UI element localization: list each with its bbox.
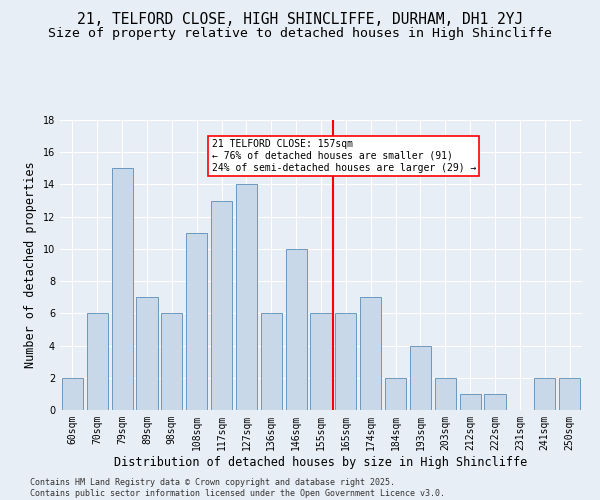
Bar [186,233,207,410]
Bar [435,378,456,410]
Bar [484,394,506,410]
Bar [335,314,356,410]
Bar [460,394,481,410]
Bar [410,346,431,410]
Bar [385,378,406,410]
Bar [161,314,182,410]
Bar [136,297,158,410]
Text: 21 TELFORD CLOSE: 157sqm
← 76% of detached houses are smaller (91)
24% of semi-d: 21 TELFORD CLOSE: 157sqm ← 76% of detach… [212,140,476,172]
Bar [534,378,555,410]
X-axis label: Distribution of detached houses by size in High Shincliffe: Distribution of detached houses by size … [115,456,527,468]
Bar [286,249,307,410]
Bar [211,200,232,410]
Bar [112,168,133,410]
Bar [261,314,282,410]
Bar [559,378,580,410]
Bar [87,314,108,410]
Text: Contains HM Land Registry data © Crown copyright and database right 2025.
Contai: Contains HM Land Registry data © Crown c… [30,478,445,498]
Text: 21, TELFORD CLOSE, HIGH SHINCLIFFE, DURHAM, DH1 2YJ: 21, TELFORD CLOSE, HIGH SHINCLIFFE, DURH… [77,12,523,28]
Text: Size of property relative to detached houses in High Shincliffe: Size of property relative to detached ho… [48,28,552,40]
Bar [62,378,83,410]
Y-axis label: Number of detached properties: Number of detached properties [24,162,37,368]
Bar [310,314,332,410]
Bar [360,297,381,410]
Bar [236,184,257,410]
